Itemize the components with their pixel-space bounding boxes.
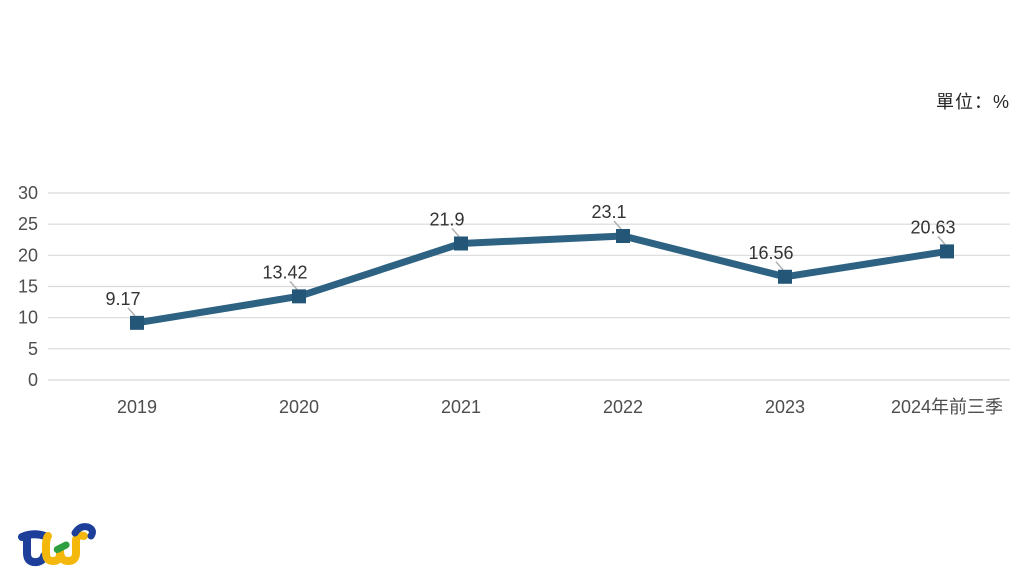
data-point-label: 21.9: [429, 209, 464, 229]
label-leader-line: [289, 280, 298, 290]
x-axis-tick-label: 2019: [117, 397, 157, 417]
x-axis-tick-label: 2021: [441, 397, 481, 417]
tej-logo-glyphs: [18, 523, 96, 567]
unit-label: 單位：%: [935, 92, 1010, 112]
logo-letter-j-hook: [71, 523, 96, 540]
data-point-marker: [940, 244, 954, 259]
data-point-marker: [616, 229, 630, 244]
x-axis-tick-label: 2024年前三季: [891, 397, 1003, 417]
data-point-label: 16.56: [748, 243, 793, 263]
y-axis-tick-label: 15: [18, 277, 38, 297]
label-leader-line: [451, 227, 460, 237]
tej-logo: [18, 523, 96, 567]
data-point-label: 23.1: [591, 202, 626, 222]
data-point-marker: [292, 289, 306, 304]
data-point-marker: [778, 269, 792, 284]
data-point-marker: [454, 236, 468, 251]
x-axis-tick-label: 2023: [765, 397, 805, 417]
y-axis-tick-label: 0: [28, 370, 38, 390]
data-point-marker: [130, 315, 144, 330]
label-leader-line: [775, 261, 784, 271]
label-leader-line: [127, 307, 136, 317]
y-axis-tick-label: 25: [18, 214, 38, 234]
logo-letter-t: [23, 532, 48, 567]
x-axis-tick-label: 2020: [279, 397, 319, 417]
logo-green-pill: [53, 541, 70, 553]
label-leader-line: [937, 235, 946, 245]
y-axis-tick-label: 10: [18, 308, 38, 328]
logo-letter-e: [42, 531, 88, 565]
y-axis-tick-label: 30: [18, 183, 38, 203]
y-axis-tick-label: 5: [28, 339, 38, 359]
data-point-label: 20.63: [910, 217, 955, 237]
data-point-label: 9.17: [105, 289, 140, 309]
x-axis-tick-label: 2022: [603, 397, 643, 417]
data-point-label: 13.42: [262, 262, 307, 282]
y-axis-tick-label: 20: [18, 245, 38, 265]
label-leader-line: [613, 220, 622, 230]
series-line: [133, 232, 951, 327]
